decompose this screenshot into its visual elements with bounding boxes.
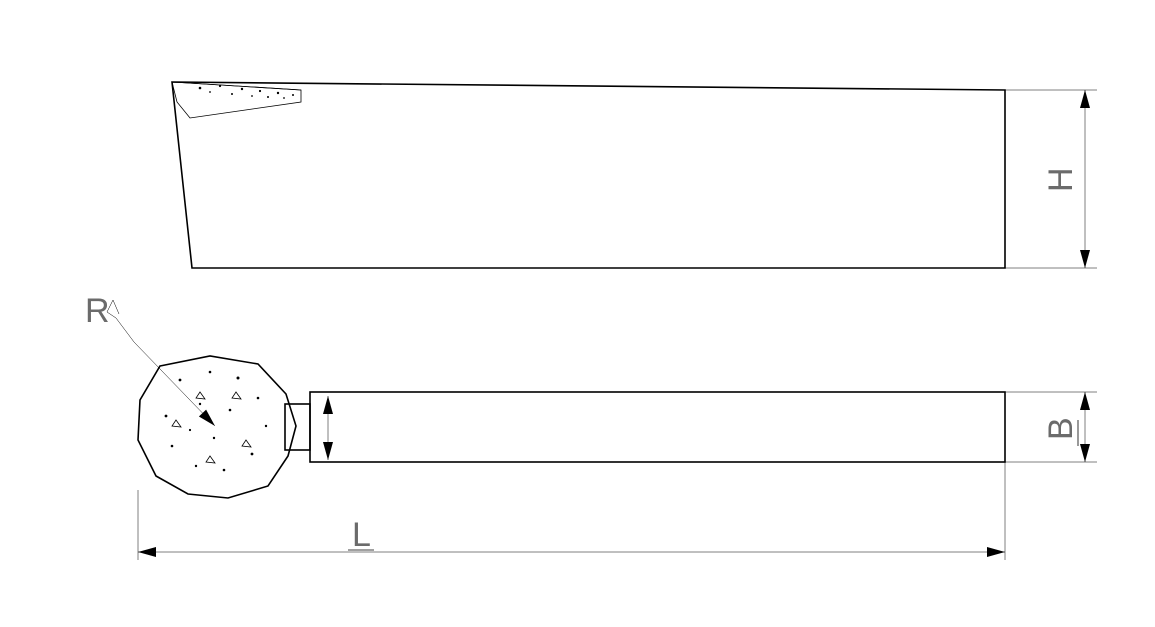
head-outline	[138, 356, 296, 498]
dim-label-b: B	[1042, 417, 1080, 440]
dim-label-h: H	[1042, 167, 1080, 192]
dim-label-l: L	[352, 516, 371, 554]
dim-label-r: R	[85, 292, 110, 330]
tech-drawing: H R B L	[0, 0, 1155, 627]
